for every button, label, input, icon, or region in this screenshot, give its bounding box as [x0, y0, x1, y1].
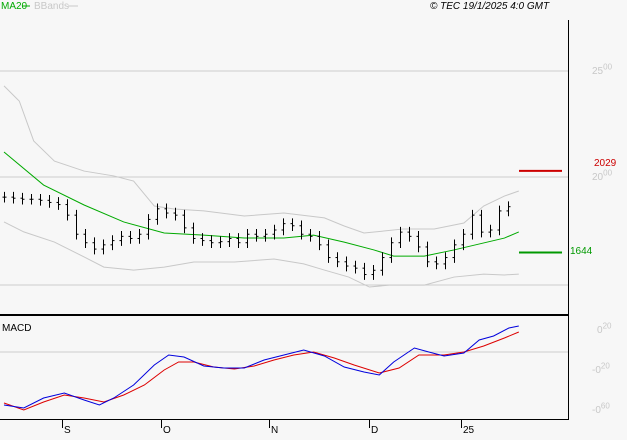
y-tick-major: 0: [597, 325, 603, 336]
support-level-label: 1644: [570, 246, 593, 258]
macd-label: MACD: [2, 323, 32, 334]
y-tick-label: -060: [592, 401, 610, 416]
x-tick-label: 25: [463, 425, 475, 436]
bband-lower-line: [3, 221, 519, 288]
x-tick-label: O: [163, 425, 171, 436]
y-tick-minor: 00: [603, 168, 613, 178]
y-tick-major: -0: [592, 405, 601, 416]
macd-signal-line: [3, 331, 519, 411]
copyright-timestamp: © TEC 19/1/2025 4:0 GMT: [430, 1, 550, 12]
y-tick-major: -0: [592, 365, 601, 376]
y-tick-minor: 20: [600, 361, 610, 371]
legend-ma20: MA20: [1, 1, 28, 12]
legend-bbands: BBands: [34, 1, 70, 12]
macd-line: [3, 325, 519, 409]
y-tick-minor: 20: [602, 321, 612, 331]
x-tick-label: S: [64, 425, 71, 436]
y-tick-minor: 00: [603, 62, 613, 72]
x-tick-label: N: [271, 425, 279, 436]
ma20-line: [3, 151, 519, 257]
y-tick-label: -020: [592, 361, 610, 376]
resistance-level-label: 2029: [594, 157, 617, 169]
y-tick-label: 020: [597, 321, 612, 336]
y-tick-major: 20: [592, 172, 604, 183]
x-tick-label: D: [371, 425, 379, 436]
y-tick-minor: 60: [600, 401, 610, 411]
y-tick-label: 2000: [592, 168, 613, 183]
y-tick-label: 2500: [592, 62, 613, 77]
bband-upper-line: [3, 85, 519, 234]
y-tick-major: 25: [592, 66, 604, 77]
